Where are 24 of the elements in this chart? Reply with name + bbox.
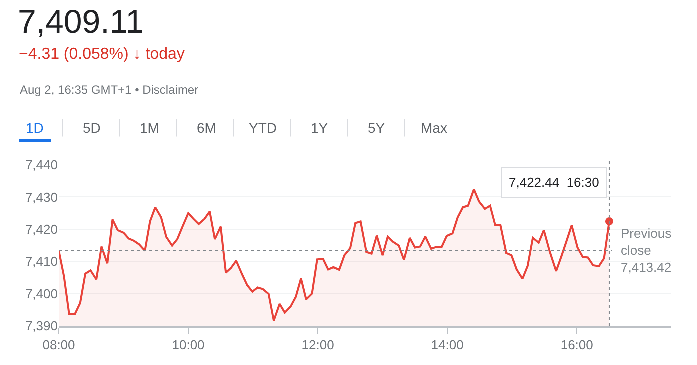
y-tick-label: 7,390 [25, 318, 58, 334]
x-tick-label: 16:00 [560, 338, 594, 353]
text: 6M [197, 120, 216, 136]
x-tick-label: 10:00 [172, 338, 205, 353]
chart-subtitle: −4.31 (0.058%) ↓ today [19, 46, 185, 63]
text: 1Y [311, 120, 329, 136]
x-tick-label: 08:00 [42, 338, 76, 353]
text: 5Y [368, 120, 386, 136]
y-tick-label: 7,440 [25, 158, 58, 173]
text: 1M [140, 120, 160, 136]
text: 5D [83, 120, 101, 136]
text: YTD [249, 120, 277, 136]
y-tick-label: 7,410 [25, 254, 58, 270]
annotation: 7,422.44 16:30 [509, 175, 600, 190]
chart-title: 7,409.11 [18, 3, 144, 40]
x-tick-label: 14:00 [431, 338, 464, 353]
y-tick-label: 7,430 [25, 190, 58, 205]
text: Aug 2, 16:35 GMT+1 • Disclaimer [20, 83, 199, 97]
ref-line-label: Previous close 7,413.42 [621, 226, 672, 275]
text: Max [421, 120, 448, 136]
y-tick-label: 7,420 [25, 222, 58, 237]
y-tick-label: 7,400 [25, 286, 58, 302]
text: 1D [26, 120, 44, 136]
x-tick-label: 12:00 [302, 338, 334, 353]
